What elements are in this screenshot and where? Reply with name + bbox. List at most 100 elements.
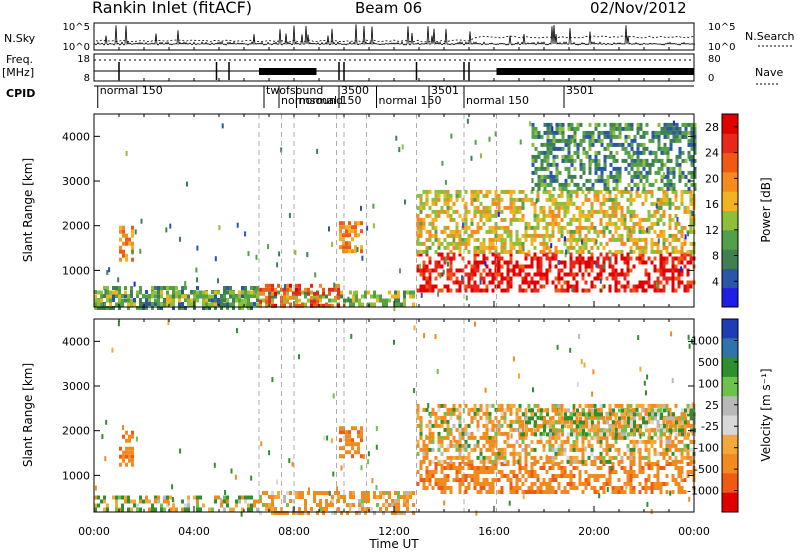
data-cell [626,470,630,474]
data-cell [431,268,435,273]
data-cell [666,427,669,432]
data-cell [452,209,456,214]
data-cell [452,455,456,460]
data-cell [603,154,607,159]
data-cell [549,146,553,151]
data-cell [641,403,645,408]
data-cell [437,459,441,464]
data-cell [584,462,588,466]
data-cell [339,229,342,234]
data-cell [693,130,697,135]
data-cell [552,134,556,139]
data-cell [638,256,642,261]
data-cell [491,486,495,490]
data-cell [579,428,582,433]
data-cell [659,466,663,470]
data-cell [304,294,307,299]
data-cell [594,166,598,171]
data-cell [412,302,415,307]
data-cell [524,288,528,293]
data-cell [632,237,636,242]
data-cell [100,302,103,307]
data-cell [503,411,507,416]
data-cell [100,298,103,303]
data-cell [686,280,690,285]
data-cell [500,451,504,456]
data-cell [446,233,450,238]
data-cell [567,170,571,175]
data-cell [103,294,106,298]
data-cell [289,295,292,300]
data-cell [630,146,634,151]
data-cell [635,439,639,444]
data-cell [584,233,588,238]
data-cell [689,455,693,460]
data-cell [422,189,426,194]
data-cell [358,511,361,515]
data-cell [416,193,420,198]
data-cell [693,186,697,191]
data-cell [551,213,555,218]
data-cell [686,252,690,257]
data-cell [521,447,525,452]
data-cell [470,221,474,226]
data-cell [530,288,534,293]
data-cell [443,500,446,506]
data-cell [166,298,169,303]
data-cell [94,507,97,512]
data-cell [112,306,115,310]
data-cell [412,294,415,299]
data-cell [569,217,573,222]
data-cell [277,491,280,495]
data-cell [564,182,568,187]
data-cell [360,249,363,254]
data-cell [575,256,579,261]
data-cell [503,260,507,265]
data-cell [693,158,697,163]
data-cell [596,415,600,420]
data-cell [585,416,588,421]
data-cell [443,403,447,408]
data-cell [244,294,247,298]
data-cell [635,407,639,412]
data-cell [563,213,567,218]
data-cell [446,431,450,436]
data-cell [642,420,645,425]
freq-trace [94,59,694,80]
data-cell [340,511,343,515]
data-cell [393,339,395,345]
data-cell [458,478,462,482]
data-cell [566,221,570,226]
data-cell [397,507,400,511]
data-cell [226,499,229,504]
data-cell [596,189,600,194]
data-cell [642,134,646,139]
data-cell [540,158,544,163]
data-cell [572,189,576,194]
data-cell [588,424,591,429]
data-cell [546,142,550,147]
data-cell [680,249,684,254]
data-cell [443,189,447,194]
data-cell [503,229,507,234]
data-cell [476,411,480,416]
data-cell [288,212,291,218]
data-cell [624,146,628,151]
data-cell [669,122,673,127]
data-cell [534,170,538,175]
data-cell [352,491,355,495]
data-cell [554,288,558,293]
data-cell [482,237,486,242]
data-cell [488,209,492,214]
data-cell [357,442,360,447]
data-cell [597,122,601,127]
data-cell [560,439,564,444]
data-cell [125,151,128,156]
data-cell [662,288,666,293]
colorbar-segment [722,191,738,211]
data-cell [220,302,223,307]
data-cell [569,197,573,202]
data-cell [394,503,397,507]
data-cell [693,134,697,139]
data-cell [671,272,675,277]
